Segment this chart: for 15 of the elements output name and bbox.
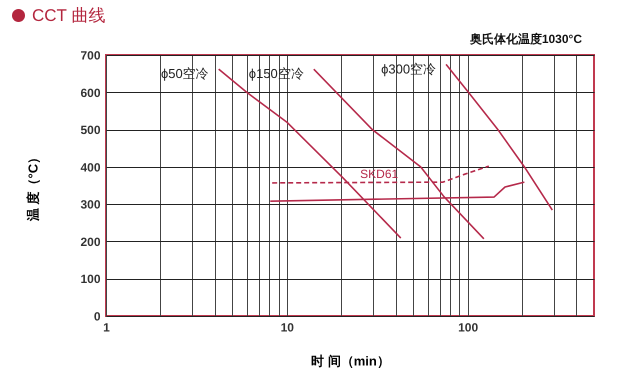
y-tick-label: 0 xyxy=(94,310,101,324)
y-tick-label: 200 xyxy=(80,234,101,249)
y-tick-label: 600 xyxy=(80,86,101,100)
y-tick-label: 400 xyxy=(80,160,101,174)
y-tick-label: 500 xyxy=(80,123,101,138)
y-tick-label: 300 xyxy=(80,198,101,212)
x-tick-label: 1 xyxy=(103,320,110,334)
y-tick-label: 100 xyxy=(80,272,101,286)
y-tick-label: 700 xyxy=(80,48,101,62)
y-axis-title: 温 度（°C） xyxy=(25,150,40,222)
x-tick-label: 100 xyxy=(458,320,478,334)
chart-title: CCT 曲线 xyxy=(32,5,106,27)
x-tick-label: 10 xyxy=(280,320,294,334)
text: 奥氏体化温度1030°C xyxy=(470,31,582,48)
x-axis-title: 时 间（min） xyxy=(311,354,390,368)
